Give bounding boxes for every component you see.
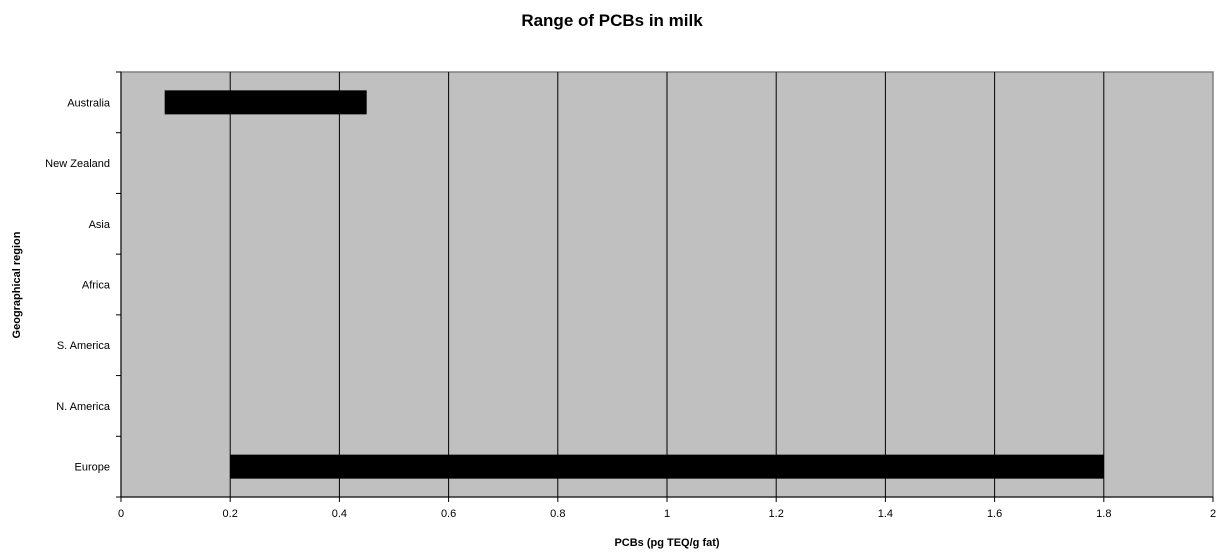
x-tick-label: 0.6: [441, 508, 456, 520]
tick-labels: 0 0.2 0.4 0.6 0.8 1 1.2 1.4 1.6 1.8 2 Australia New …: [45, 97, 1216, 520]
x-tick-label: 0.8: [550, 508, 565, 520]
y-category-label: New Zealand: [45, 158, 110, 170]
x-tick-label: 0: [118, 508, 124, 520]
range-bars: [164, 90, 1104, 479]
y-category-label: Asia: [89, 219, 111, 231]
x-tick-label: 1.2: [769, 508, 784, 520]
y-category-label: S. America: [57, 340, 111, 352]
range-bar: [230, 454, 1104, 479]
x-tick-label: 0.4: [332, 508, 347, 520]
axes: [116, 71, 1214, 502]
x-tick-label: 1.6: [987, 508, 1002, 520]
y-category-label: Europe: [75, 462, 110, 474]
x-axis-title: PCBs (pg TEQ/g fat): [614, 537, 719, 549]
x-tick-label: 2: [1210, 508, 1216, 520]
chart-title: Range of PCBs in milk: [521, 11, 703, 30]
x-tick-label: 1: [664, 508, 670, 520]
x-tick-label: 0.2: [223, 508, 238, 520]
gridlines: [229, 72, 1105, 497]
y-category-label: Australia: [67, 97, 111, 109]
y-category-label: Africa: [82, 280, 111, 292]
x-tick-label: 1.4: [878, 508, 893, 520]
y-axis-title: Geographical region: [11, 231, 23, 338]
range-bar: [164, 90, 367, 115]
y-category-label: N. America: [56, 401, 111, 413]
x-tick-label: 1.8: [1096, 508, 1111, 520]
